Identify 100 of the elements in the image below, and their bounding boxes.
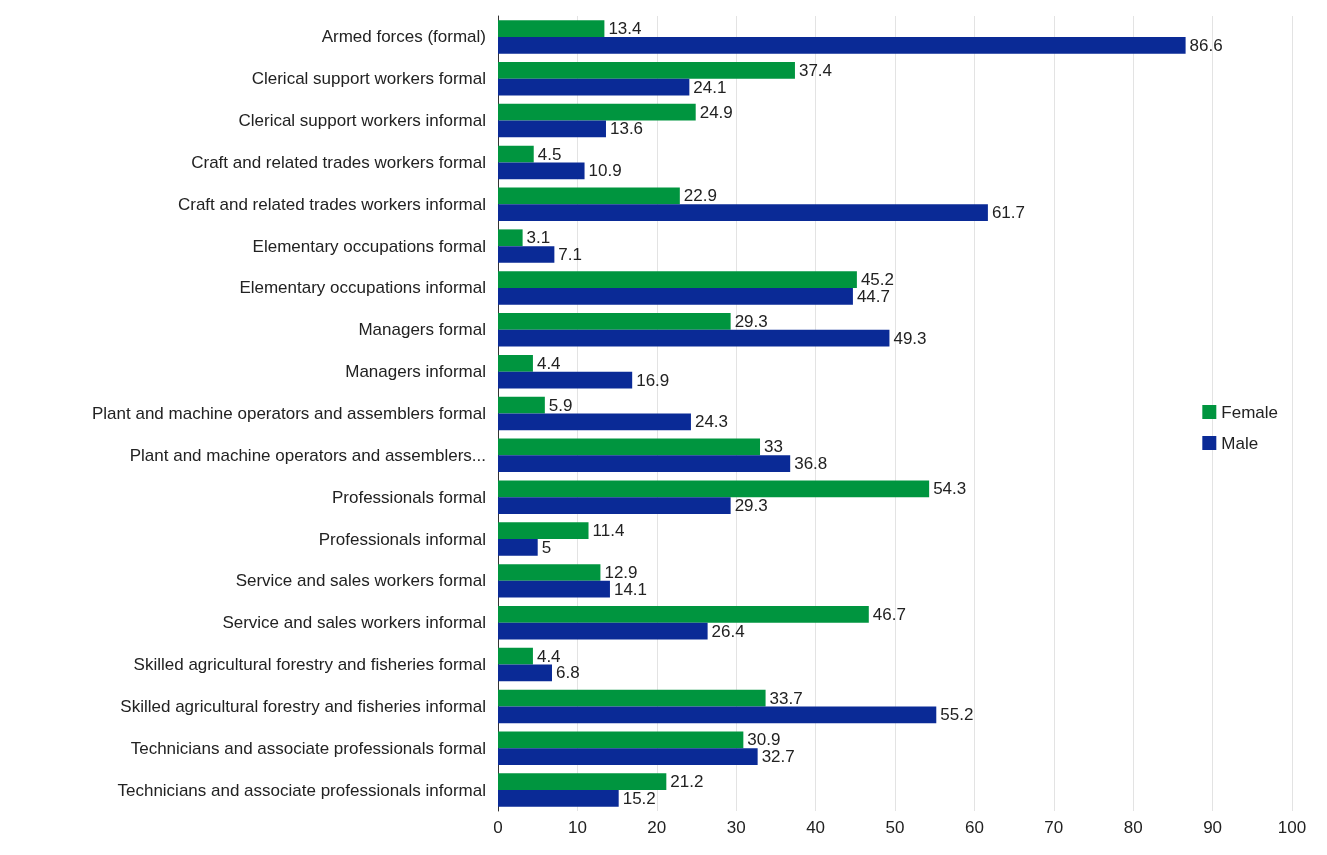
y-tick-label: Professionals formal	[331, 487, 486, 507]
bar	[498, 522, 589, 540]
bar	[498, 539, 538, 556]
y-tick-label: Service and sales workers informal	[222, 613, 486, 633]
y-tick-label: Craft and related trades workers informal	[177, 194, 486, 214]
bar	[498, 580, 610, 598]
data-label: 14.1	[613, 579, 648, 599]
bar	[498, 647, 533, 665]
data-label: 13.4	[608, 19, 642, 39]
x-tick-label: 10	[567, 818, 587, 837]
data-label: 54.3	[933, 479, 967, 499]
data-label: 24.9	[699, 102, 733, 122]
data-label: 37.4	[798, 60, 833, 80]
data-label: 10.9	[588, 161, 622, 181]
data-label: 86.6	[1189, 35, 1223, 55]
x-tick-label: 100	[1277, 818, 1307, 837]
data-label: 13.6	[609, 119, 644, 139]
bar	[498, 731, 744, 749]
bar	[498, 790, 619, 807]
bar	[498, 480, 930, 498]
data-label: 4.5	[537, 144, 562, 164]
data-label: 26.4	[711, 621, 745, 641]
bar	[498, 145, 534, 163]
data-label: 12.9	[604, 563, 638, 582]
data-label: 7.1	[558, 245, 583, 264]
data-label: 3.1	[526, 228, 551, 248]
bar	[498, 313, 731, 330]
data-label: 24.3	[694, 412, 729, 432]
y-tick-label: Armed forces (formal)	[321, 27, 486, 47]
bar	[498, 120, 606, 138]
y-tick-label: Managers formal	[358, 320, 486, 340]
x-tick-label: 30	[726, 818, 746, 837]
y-tick-label: Craft and related trades workers formal	[191, 152, 486, 172]
x-tick-label: 90	[1203, 818, 1223, 837]
data-label: 61.7	[991, 203, 1025, 223]
bar	[498, 605, 869, 623]
data-label: 21.2	[670, 772, 704, 792]
x-tick-label: 60	[964, 818, 984, 837]
data-label: 46.7	[872, 604, 906, 624]
data-label: 36.8	[794, 454, 828, 474]
y-tick-label: Elementary occupations informal	[239, 278, 486, 298]
bar	[498, 396, 545, 414]
bar	[498, 329, 890, 347]
bar	[498, 246, 555, 263]
bar	[498, 438, 761, 456]
data-label: 11.4	[592, 521, 625, 541]
bar	[498, 371, 633, 389]
data-label: 29.3	[734, 311, 768, 331]
x-tick-label: 80	[1123, 818, 1143, 837]
bar	[498, 748, 758, 765]
legend-label: Male	[1221, 433, 1259, 453]
y-tick-label: Elementary occupations formal	[252, 236, 486, 256]
bar	[498, 354, 533, 372]
y-tick-label: Plant and machine operators and assemblers...	[129, 445, 486, 465]
data-label: 32.7	[761, 747, 795, 767]
bar	[498, 773, 667, 791]
bar	[498, 689, 766, 707]
x-tick-label: 0	[493, 818, 503, 837]
legend-label: Female	[1221, 402, 1278, 422]
bar	[498, 664, 552, 682]
data-label: 6.8	[555, 663, 580, 683]
y-tick-label: Professionals informal	[318, 529, 486, 549]
y-tick-label: Clerical support workers formal	[251, 69, 486, 89]
bar	[498, 229, 523, 247]
bar	[498, 187, 680, 205]
bar	[498, 36, 1186, 54]
bar	[498, 62, 795, 79]
x-tick-label: 70	[1044, 818, 1064, 837]
data-label: 29.3	[734, 496, 768, 516]
y-tick-label: Managers informal	[345, 362, 486, 382]
bar	[498, 20, 605, 37]
y-tick-label: Plant and machine operators and assemblers formal	[91, 404, 486, 423]
bar	[498, 271, 857, 288]
x-tick-label: 40	[806, 818, 826, 837]
bar	[498, 455, 791, 473]
bar	[498, 413, 691, 431]
data-label: 16.9	[636, 370, 670, 390]
bar	[498, 204, 988, 222]
bar	[498, 622, 708, 640]
data-label: 30.9	[747, 730, 781, 750]
data-label: 24.1	[693, 77, 727, 97]
y-tick-label: Skilled agricultural forestry and fisheries formal	[133, 655, 486, 675]
bar	[498, 78, 690, 96]
y-tick-label: Technicians and associate professionals formal	[130, 738, 486, 758]
bar	[498, 162, 585, 180]
bar	[498, 497, 731, 514]
bar	[498, 287, 853, 305]
data-label: 4.4	[536, 646, 561, 666]
y-tick-label: Clerical support workers informal	[238, 111, 486, 131]
data-label: 49.3	[893, 328, 927, 348]
y-tick-label: Technicians and associate professionals informal	[117, 780, 486, 800]
data-label: 5	[541, 537, 552, 557]
x-tick-label: 50	[885, 818, 905, 837]
x-tick-label: 20	[647, 818, 667, 837]
data-label: 4.4	[536, 353, 561, 373]
bar	[498, 564, 601, 581]
data-label: 5.9	[548, 395, 573, 415]
y-tick-label: Skilled agricultural forestry and fisheries informal	[120, 696, 486, 716]
bar	[498, 103, 696, 121]
data-label: 33.7	[769, 688, 803, 708]
